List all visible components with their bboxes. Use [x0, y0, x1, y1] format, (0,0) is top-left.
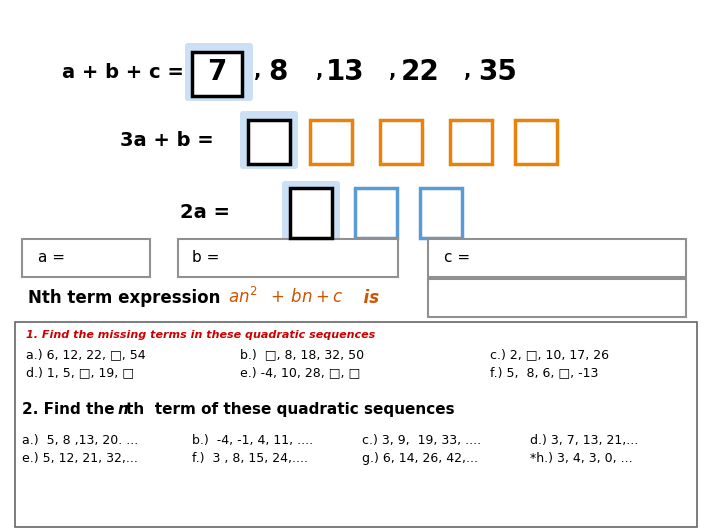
Text: ,: ,	[389, 62, 397, 81]
FancyBboxPatch shape	[240, 111, 298, 169]
Text: 7: 7	[207, 58, 226, 86]
Bar	[515, 120, 557, 164]
Text: Nth term expression: Nth term expression	[28, 289, 232, 307]
Text: *h.) 3, 4, 3, 0, ...: *h.) 3, 4, 3, 0, ...	[530, 452, 633, 465]
Text: b =: b =	[192, 251, 219, 265]
Text: b.)  □, 8, 18, 32, 50: b.) □, 8, 18, 32, 50	[240, 348, 364, 361]
Text: $an^2$: $an^2$	[228, 287, 258, 307]
Text: 3a + b =: 3a + b =	[120, 130, 214, 149]
Text: th  term of these quadratic sequences: th term of these quadratic sequences	[126, 402, 454, 417]
Text: c.) 3, 9,  19, 33, ....: c.) 3, 9, 19, 33, ....	[362, 434, 481, 447]
Bar	[22, 239, 150, 277]
Bar	[248, 120, 290, 164]
Text: e.) -4, 10, 28, □, □: e.) -4, 10, 28, □, □	[240, 366, 360, 379]
Bar	[428, 279, 686, 317]
Text: f.)  3 , 8, 15, 24,....: f.) 3 , 8, 15, 24,....	[192, 452, 308, 465]
Bar	[15, 322, 697, 527]
Bar	[428, 239, 686, 277]
Text: a.) 6, 12, 22, □, 54: a.) 6, 12, 22, □, 54	[26, 348, 146, 361]
Text: n: n	[118, 402, 129, 417]
Text: f.) 5,  8, 6, □, -13: f.) 5, 8, 6, □, -13	[490, 366, 599, 379]
Text: b.)  -4, -1, 4, 11, ....: b.) -4, -1, 4, 11, ....	[192, 434, 313, 447]
Text: 35: 35	[479, 58, 518, 86]
Text: c =: c =	[444, 251, 470, 265]
Text: 2a =: 2a =	[180, 203, 230, 221]
Bar	[380, 120, 422, 164]
Text: ,: ,	[464, 62, 471, 81]
Text: 2. Find the: 2. Find the	[22, 402, 120, 417]
Bar	[290, 188, 332, 238]
Text: is: is	[352, 289, 379, 307]
Text: d.) 3, 7, 13, 21,...: d.) 3, 7, 13, 21,...	[530, 434, 638, 447]
Text: 22: 22	[400, 58, 439, 86]
Bar	[355, 188, 397, 238]
Text: a + b + c =: a + b + c =	[62, 62, 184, 81]
Text: 13: 13	[326, 58, 364, 86]
Bar	[310, 120, 352, 164]
Text: $\, +\, bn + c$: $\, +\, bn + c$	[265, 288, 343, 306]
Bar	[178, 239, 398, 277]
Bar	[450, 120, 492, 164]
Text: c.) 2, □, 10, 17, 26: c.) 2, □, 10, 17, 26	[490, 348, 609, 361]
Text: a.)  5, 8 ,13, 20. ...: a.) 5, 8 ,13, 20. ...	[22, 434, 138, 447]
FancyBboxPatch shape	[282, 181, 340, 243]
Bar	[192, 52, 242, 96]
Text: a =: a =	[38, 251, 65, 265]
Text: e.) 5, 12, 21, 32,...: e.) 5, 12, 21, 32,...	[22, 452, 138, 465]
Text: 8: 8	[268, 58, 288, 86]
Text: ,: ,	[254, 62, 262, 81]
Text: g.) 6, 14, 26, 42,...: g.) 6, 14, 26, 42,...	[362, 452, 478, 465]
FancyBboxPatch shape	[185, 43, 253, 101]
Text: 1. Find the missing terms in these quadratic sequences: 1. Find the missing terms in these quadr…	[26, 330, 376, 340]
Text: ,: ,	[317, 62, 324, 81]
Bar	[420, 188, 462, 238]
Text: d.) 1, 5, □, 19, □: d.) 1, 5, □, 19, □	[26, 366, 134, 379]
